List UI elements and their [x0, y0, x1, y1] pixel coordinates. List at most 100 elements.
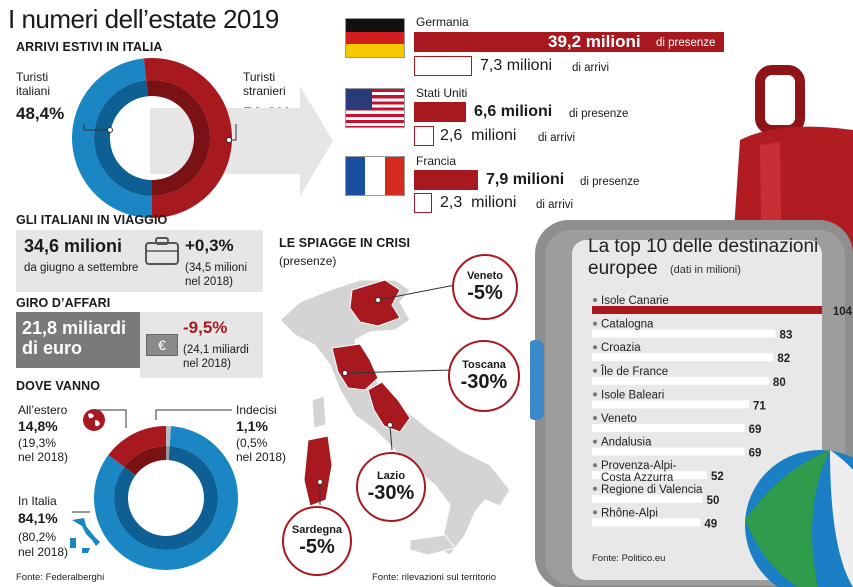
germany-arrivi-value: 7,3 milioni — [480, 57, 553, 74]
arrivals-donut — [71, 58, 232, 219]
top10-source: Fonte: Politico.eu — [592, 553, 666, 564]
beaches-source: Fonte: rilevazioni sul territorio — [372, 572, 497, 583]
bar-germany-presenze — [414, 32, 724, 52]
top10-bar-7 — [592, 471, 707, 480]
italian-label: Turisti italiani — [16, 70, 51, 98]
italy-label: In Italia — [18, 494, 57, 508]
france-presenze-value: 7,9 milioni — [486, 171, 565, 188]
business-prev1: (24,1 miliardi — [183, 344, 249, 356]
top10-title1: La top 10 delle destinazioni — [588, 236, 819, 257]
undecided-inner-slice — [166, 446, 170, 461]
travel-sub: da giugno a settembre — [24, 262, 139, 274]
france-arrivi-unit: di arrivi — [536, 199, 574, 211]
country-name-usa: Stati Uniti — [416, 86, 468, 100]
top10-value-4: 71 — [753, 400, 766, 412]
veneto-name: Veneto — [466, 269, 504, 282]
top10-bullet-4 — [593, 392, 597, 397]
travel-heading: GLI ITALIANI IN VIAGGIO — [16, 213, 168, 227]
usa-flag-icon — [345, 88, 405, 128]
top10-bar-5 — [592, 424, 745, 432]
abroad-outer-slice — [108, 426, 166, 467]
top10-unit: (dati in milioni) — [670, 264, 741, 276]
undecided-prev1: (0,5% — [236, 436, 268, 450]
italian-outer-slice — [71, 58, 152, 219]
foreign-label: Turisti stranieri — [243, 70, 286, 98]
france-flag-icon — [345, 156, 405, 196]
top10-value-0: 104 — [833, 306, 853, 318]
country-name-germany: Germania — [416, 15, 469, 29]
italy-map — [279, 279, 511, 556]
undecided-label: Indecisi — [236, 403, 277, 417]
toscana-badge: Toscana -30% — [448, 340, 520, 412]
top10-label-2: Croazia — [601, 342, 641, 354]
germany-presenze-value: 39,2 milioni — [548, 32, 641, 51]
france-arrivi-value: 2,3 milioni — [440, 194, 517, 211]
foreign-outer-slice — [143, 58, 232, 219]
business-heading: GIRO D’AFFARI — [16, 296, 111, 310]
sardegna-name: Sardegna — [291, 523, 343, 536]
italy-value: 84,1% — [18, 510, 58, 526]
travel-box — [16, 230, 263, 292]
toscana-name: Toscana — [462, 358, 506, 371]
top10-bullet-1 — [593, 321, 597, 326]
abroad-inner-slice — [124, 446, 166, 476]
suitcase-icon — [145, 237, 179, 265]
top10-bar-4 — [592, 400, 750, 409]
veneto-value: -5% — [467, 281, 503, 304]
germany-arrivi-unit: di arrivi — [572, 62, 610, 74]
beaches-heading: LE SPIAGGE IN CRISI — [279, 236, 411, 250]
top10-label-0: Isole Canarie — [601, 295, 669, 307]
country-name-france: Francia — [416, 154, 457, 168]
italy-map-icon — [70, 518, 100, 553]
top10-value-8: 50 — [707, 495, 720, 507]
abroad-value: 14,8% — [18, 418, 58, 434]
sardegna-value: -5% — [299, 535, 335, 558]
top10-bar-6 — [592, 447, 745, 456]
top10-bullet-8 — [593, 486, 597, 491]
france-presenze-unit: di presenze — [580, 176, 640, 188]
undecided-outer-slice — [166, 426, 171, 447]
abroad-label: All’estero — [18, 403, 68, 417]
bar-germany-arrivi — [414, 56, 472, 76]
top10-bullet-3 — [593, 368, 597, 373]
top10-value-7: 52 — [711, 471, 724, 483]
lazio-name: Lazio — [376, 469, 406, 482]
business-value2: di euro — [22, 338, 83, 358]
top10-bullet-5 — [593, 416, 597, 420]
top10-value-3: 80 — [773, 377, 786, 389]
top10-value-2: 82 — [777, 353, 790, 365]
beaches-sub: (presenze) — [279, 254, 337, 268]
top10-label-3: Île de France — [600, 365, 668, 378]
travel-prev1: (34,5 milioni — [185, 262, 247, 274]
germany-flag-icon — [345, 18, 405, 58]
germany-presenze-unit: di presenze — [656, 37, 716, 49]
top10-bar-8 — [592, 494, 703, 503]
travel-change: +0,3% — [185, 236, 234, 255]
top10-bullet-6 — [593, 439, 597, 444]
top10-value-5: 69 — [749, 424, 762, 436]
top10-bullet-2 — [593, 345, 597, 350]
undecided-value: 1,1% — [236, 418, 268, 434]
foreign-inner-slice — [146, 80, 211, 196]
abroad-prev1: (19,3% — [18, 436, 57, 450]
abroad-prev2: nel 2018) — [18, 450, 69, 464]
bar-usa-arrivi — [414, 126, 434, 146]
euro-note-icon: € — [146, 334, 178, 356]
business-prev2: nel 2018) — [183, 358, 231, 370]
business-value1: 21,8 miliardi — [22, 318, 127, 338]
lazio-value: -30% — [367, 481, 415, 504]
top10-label-7-b: Costa Azzurra — [601, 472, 674, 484]
toscana-value: -30% — [460, 370, 508, 393]
top10-bar-1 — [592, 329, 776, 338]
top10-label-7: Provenza-Alpi- — [601, 460, 677, 472]
top10-label-9: Rhône-Alpi — [601, 507, 658, 519]
italian-inner-slice — [94, 80, 152, 196]
usa-presenze-value: 6,6 milioni — [474, 103, 553, 120]
page-title: I numeri dell’estate 2019 — [8, 4, 279, 34]
top10-value-1: 83 — [780, 330, 793, 342]
travel-value: 34,6 milioni — [24, 236, 123, 256]
sardegna-badge: Sardegna -5% — [282, 506, 352, 576]
italian-value: 48,4% — [16, 104, 65, 123]
undecided-prev2: nel 2018) — [236, 450, 287, 464]
italy-prev1: (80,2% — [18, 530, 57, 544]
